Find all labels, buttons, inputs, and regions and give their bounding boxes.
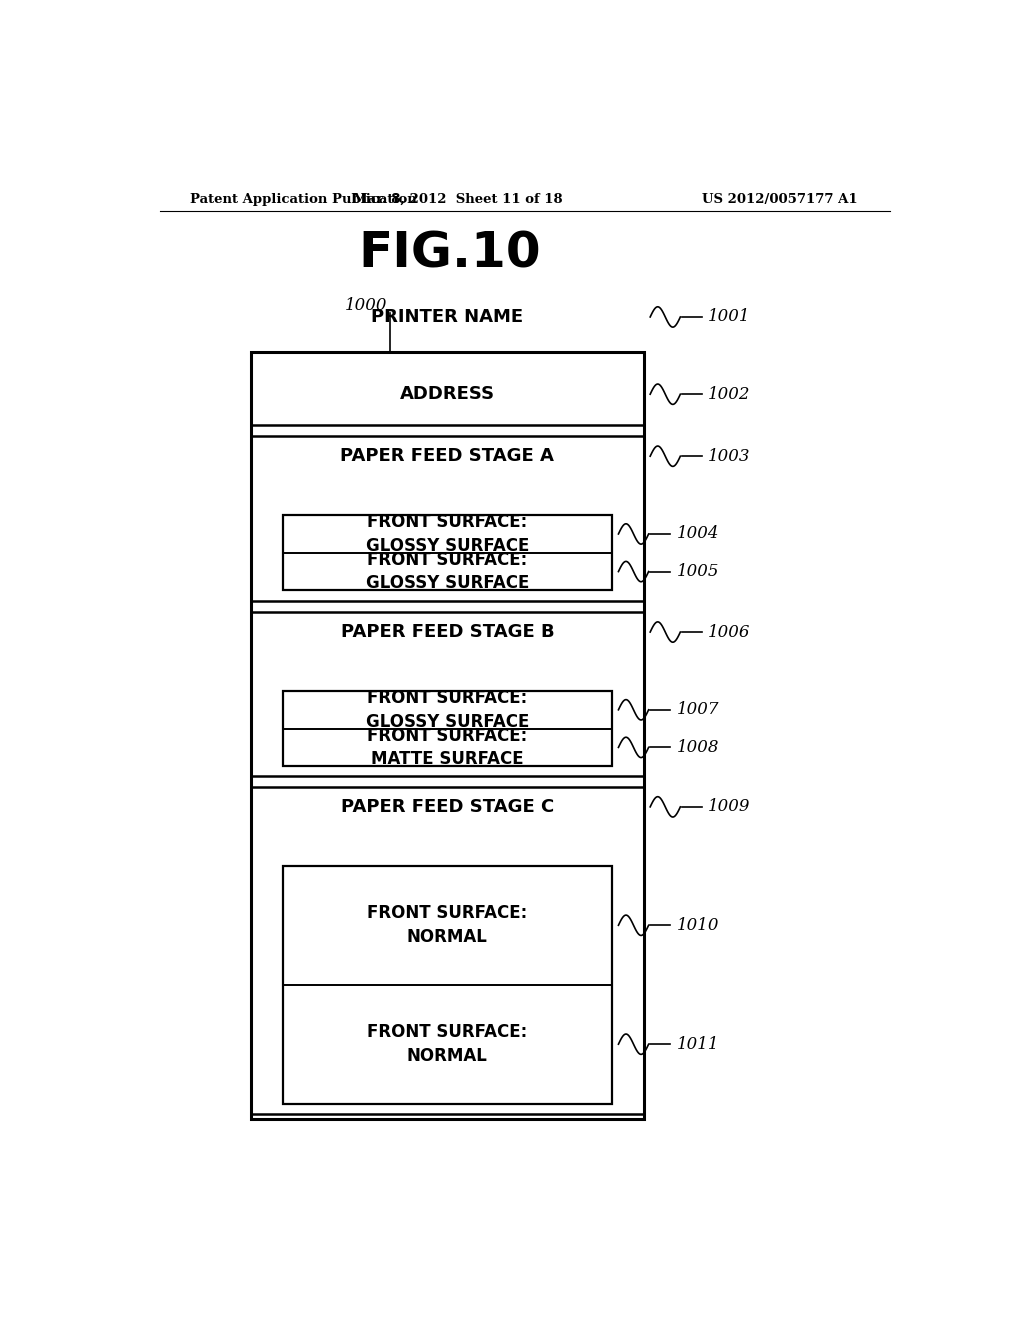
Bar	[283, 866, 612, 1104]
Text: 1008: 1008	[677, 739, 719, 756]
Text: FRONT SURFACE:
GLOSSY SURFACE: FRONT SURFACE: GLOSSY SURFACE	[366, 689, 529, 730]
Text: FRONT SURFACE:
NORMAL: FRONT SURFACE: NORMAL	[368, 1023, 527, 1065]
Text: 1009: 1009	[709, 799, 751, 816]
Text: 1002: 1002	[709, 385, 751, 403]
Text: 1006: 1006	[709, 623, 751, 640]
Bar	[251, 351, 644, 1119]
Text: FRONT SURFACE:
NORMAL: FRONT SURFACE: NORMAL	[368, 904, 527, 946]
Text: PAPER FEED STAGE B: PAPER FEED STAGE B	[341, 623, 554, 642]
Text: 1011: 1011	[677, 1036, 719, 1052]
Text: ADDRESS: ADDRESS	[399, 385, 495, 403]
Text: PRINTER NAME: PRINTER NAME	[372, 308, 523, 326]
Text: 1007: 1007	[677, 701, 719, 718]
Text: FRONT SURFACE:
GLOSSY SURFACE: FRONT SURFACE: GLOSSY SURFACE	[366, 550, 529, 593]
Text: FRONT SURFACE:
MATTE SURFACE: FRONT SURFACE: MATTE SURFACE	[368, 726, 527, 768]
Text: FRONT SURFACE:
GLOSSY SURFACE: FRONT SURFACE: GLOSSY SURFACE	[366, 513, 529, 554]
Text: PAPER FEED STAGE A: PAPER FEED STAGE A	[341, 447, 554, 465]
Text: 1005: 1005	[677, 564, 719, 579]
Text: 1000: 1000	[345, 297, 387, 314]
Text: Mar. 8, 2012  Sheet 11 of 18: Mar. 8, 2012 Sheet 11 of 18	[352, 193, 562, 206]
Text: 1004: 1004	[677, 525, 719, 543]
Text: 1001: 1001	[709, 309, 751, 326]
Bar	[283, 515, 612, 590]
Text: Patent Application Publication: Patent Application Publication	[189, 193, 417, 206]
Text: 1010: 1010	[677, 917, 719, 933]
Text: PAPER FEED STAGE C: PAPER FEED STAGE C	[341, 797, 554, 816]
Bar	[283, 690, 612, 766]
Text: FIG.10: FIG.10	[358, 230, 541, 279]
Text: 1003: 1003	[709, 447, 751, 465]
Text: US 2012/0057177 A1: US 2012/0057177 A1	[702, 193, 858, 206]
